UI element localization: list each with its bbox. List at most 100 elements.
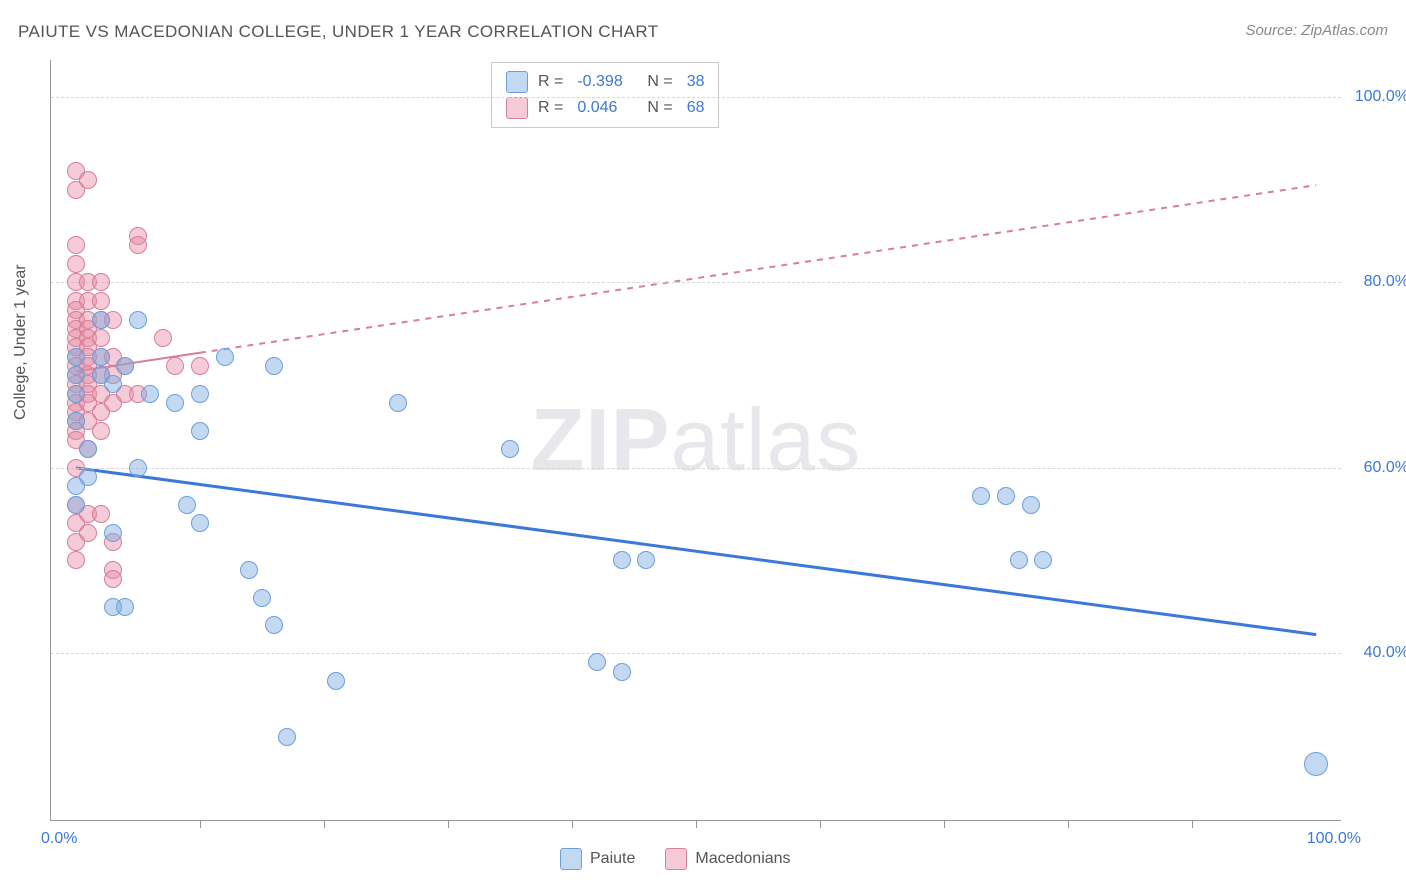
data-point <box>1304 752 1328 776</box>
data-point <box>265 616 283 634</box>
n-value: 68 <box>687 99 705 117</box>
data-point <box>79 524 97 542</box>
data-point <box>191 422 209 440</box>
legend-label: Macedonians <box>695 850 790 868</box>
data-point <box>79 171 97 189</box>
watermark-bold: ZIP <box>531 390 671 489</box>
x-tick <box>572 820 573 828</box>
data-point <box>67 412 85 430</box>
data-point <box>92 348 110 366</box>
data-point <box>129 311 147 329</box>
gridline <box>51 468 1341 469</box>
data-point <box>116 357 134 375</box>
source-label: Source: ZipAtlas.com <box>1245 22 1388 39</box>
data-point <box>67 496 85 514</box>
y-tick-label: 100.0% <box>1355 88 1406 106</box>
data-point <box>67 385 85 403</box>
data-point <box>191 514 209 532</box>
trend-lines <box>51 60 1341 820</box>
data-point <box>67 236 85 254</box>
data-point <box>1034 551 1052 569</box>
watermark-light: atlas <box>671 390 862 489</box>
legend-swatch <box>665 848 687 870</box>
data-point <box>265 357 283 375</box>
data-point <box>104 570 122 588</box>
data-point <box>67 348 85 366</box>
data-point <box>92 505 110 523</box>
y-tick-label: 60.0% <box>1364 459 1406 477</box>
y-tick-label: 40.0% <box>1364 644 1406 662</box>
data-point <box>116 598 134 616</box>
data-point <box>129 459 147 477</box>
data-point <box>67 551 85 569</box>
legend-swatch <box>506 71 528 93</box>
data-point <box>79 440 97 458</box>
data-point <box>104 375 122 393</box>
data-point <box>1022 496 1040 514</box>
n-label: N = <box>647 73 672 91</box>
legend-label: Paiute <box>590 850 635 868</box>
legend-item: Paiute <box>560 848 635 870</box>
r-label: R = <box>538 99 563 117</box>
legend-swatch <box>560 848 582 870</box>
legend-row: R = -0.398 N = 38 <box>506 69 704 95</box>
data-point <box>141 385 159 403</box>
x-axis-label-min: 0.0% <box>41 830 77 848</box>
data-point <box>972 487 990 505</box>
x-tick <box>1068 820 1069 828</box>
data-point <box>67 255 85 273</box>
data-point <box>154 329 172 347</box>
data-point <box>253 589 271 607</box>
data-point <box>588 653 606 671</box>
data-point <box>613 663 631 681</box>
data-point <box>104 524 122 542</box>
data-point <box>166 357 184 375</box>
data-point <box>79 468 97 486</box>
data-point <box>92 273 110 291</box>
watermark: ZIPatlas <box>531 389 862 491</box>
data-point <box>92 292 110 310</box>
legend-item: Macedonians <box>665 848 790 870</box>
x-tick <box>696 820 697 828</box>
data-point <box>191 385 209 403</box>
n-value: 38 <box>687 73 705 91</box>
data-point <box>637 551 655 569</box>
data-point <box>216 348 234 366</box>
data-point <box>389 394 407 412</box>
r-value: 0.046 <box>577 99 637 117</box>
scatter-plot: ZIPatlas R = -0.398 N = 38 R = 0.046 N = 68 0.0… <box>50 60 1341 821</box>
data-point <box>67 366 85 384</box>
r-value: -0.398 <box>577 73 637 91</box>
gridline <box>51 97 1341 98</box>
x-tick <box>820 820 821 828</box>
data-point <box>92 422 110 440</box>
series-legend: Paiute Macedonians <box>560 848 791 870</box>
data-point <box>501 440 519 458</box>
data-point <box>327 672 345 690</box>
data-point <box>278 728 296 746</box>
data-point <box>178 496 196 514</box>
data-point <box>997 487 1015 505</box>
data-point <box>191 357 209 375</box>
y-axis-label: College, Under 1 year <box>12 264 30 420</box>
legend-row: R = 0.046 N = 68 <box>506 95 704 121</box>
gridline <box>51 653 1341 654</box>
data-point <box>613 551 631 569</box>
x-tick <box>200 820 201 828</box>
x-tick <box>1192 820 1193 828</box>
legend-swatch <box>506 97 528 119</box>
chart-title: PAIUTE VS MACEDONIAN COLLEGE, UNDER 1 YE… <box>18 22 659 42</box>
data-point <box>129 236 147 254</box>
y-tick-label: 80.0% <box>1364 273 1406 291</box>
r-label: R = <box>538 73 563 91</box>
correlation-legend: R = -0.398 N = 38 R = 0.046 N = 68 <box>491 62 719 128</box>
n-label: N = <box>647 99 672 117</box>
data-point <box>1010 551 1028 569</box>
x-tick <box>448 820 449 828</box>
x-tick <box>324 820 325 828</box>
x-tick <box>944 820 945 828</box>
data-point <box>92 329 110 347</box>
x-axis-label-max: 100.0% <box>1307 830 1361 848</box>
data-point <box>166 394 184 412</box>
data-point <box>240 561 258 579</box>
